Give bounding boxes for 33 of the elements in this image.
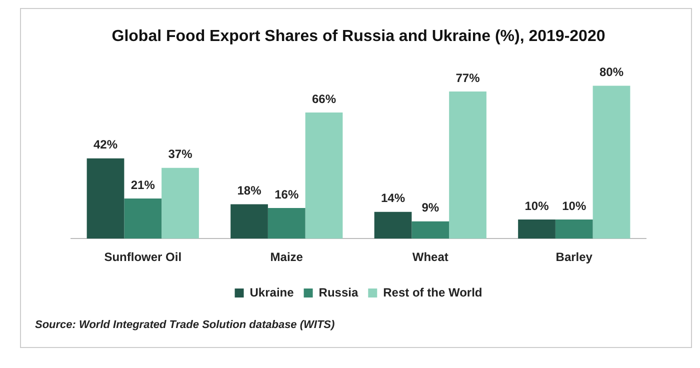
x-tick-label: Barley <box>556 250 593 264</box>
data-label: 66% <box>312 92 336 106</box>
data-label: 16% <box>274 187 299 202</box>
data-label: 18% <box>237 184 262 198</box>
x-tick-label: Wheat <box>412 250 448 264</box>
bar <box>162 168 199 239</box>
legend-label: Rest of the World <box>383 285 482 300</box>
legend-label: Russia <box>318 285 358 300</box>
bar <box>268 208 306 239</box>
data-label: 77% <box>456 70 480 85</box>
data-label: 10% <box>524 198 550 213</box>
data-label: 37% <box>168 147 193 162</box>
x-tick-label: Maize <box>270 250 304 264</box>
bar <box>305 112 343 239</box>
bar <box>374 212 412 239</box>
bar <box>592 86 630 239</box>
data-label: 9% <box>422 200 440 215</box>
data-label: 21% <box>130 178 156 192</box>
bar <box>518 219 556 239</box>
data-label: 80% <box>599 65 624 80</box>
bar <box>449 91 486 239</box>
bar <box>86 158 124 239</box>
data-label: 10% <box>562 198 586 213</box>
chart-title: Global Food Export Shares of Russia and Ukraine (%), 2019-2020 <box>112 28 606 46</box>
bar <box>124 198 162 239</box>
data-label: 14% <box>380 191 406 206</box>
data-label: 42% <box>93 138 118 152</box>
x-tick-label: Sunflower Oil <box>104 250 182 264</box>
source-note: Source: World Integrated Trade Solution database (WITS) <box>35 319 336 332</box>
bar <box>555 219 593 239</box>
bar <box>412 221 450 239</box>
legend-label: Ukraine <box>250 285 294 300</box>
bar <box>230 204 268 239</box>
